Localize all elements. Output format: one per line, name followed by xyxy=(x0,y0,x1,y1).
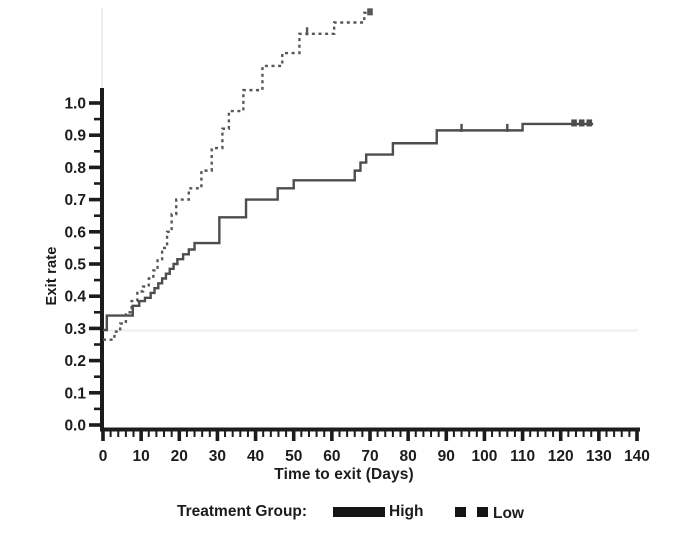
low-censor-marks xyxy=(305,8,373,36)
y-tick-label: 0.8 xyxy=(64,160,86,177)
high-series-line xyxy=(103,122,594,332)
x-tick-label: 60 xyxy=(323,448,340,465)
legend-low-swatch-dash-icon xyxy=(477,507,488,517)
high-censor-marks xyxy=(460,119,593,132)
x-axis-title: Time to exit (Days) xyxy=(274,466,414,483)
y-tick-label: 0.2 xyxy=(64,353,86,370)
x-tick-label: 130 xyxy=(586,448,612,465)
x-tick-label: 50 xyxy=(285,448,302,465)
x-tick-label: 20 xyxy=(171,448,188,465)
legend-low-swatch-dash-icon xyxy=(455,507,466,517)
x-tick-label: 70 xyxy=(361,448,378,465)
x-tick-label: 40 xyxy=(247,448,264,465)
y-tick-label: 0.4 xyxy=(64,289,86,306)
y-tick-label: 0.5 xyxy=(64,257,86,274)
legend-high-swatch-solid-line-icon xyxy=(333,507,385,517)
x-tick-label: 10 xyxy=(133,448,150,465)
x-tick-label: 100 xyxy=(471,448,497,465)
x-tick-label: 90 xyxy=(438,448,455,465)
y-tick-label: 0.1 xyxy=(64,385,86,402)
y-tick-label: 0.9 xyxy=(64,128,86,145)
y-axis-ticks: 0.0 0.1 0.2 0.3 0.4 0.5 0.6 0.7 0.8 0.9 1.0 xyxy=(64,96,102,435)
scan-artifacts xyxy=(101,8,638,332)
y-tick-label: 0.7 xyxy=(64,192,86,209)
x-tick-label: 0 xyxy=(99,448,108,465)
x-tick-label: 140 xyxy=(624,448,650,465)
legend-entry-high: High xyxy=(389,503,424,520)
x-tick-label: 110 xyxy=(510,448,535,465)
y-tick-label: 1.0 xyxy=(64,96,86,113)
y-axis-title: Exit rate xyxy=(44,246,60,306)
y-tick-label: 0.3 xyxy=(64,321,86,338)
legend-title: Treatment Group: xyxy=(177,503,308,520)
legend-entry-low: Low xyxy=(493,505,524,522)
x-axis-ticks: 0 10 20 30 40 50 60 70 80 90 100 110 120 130 140 xyxy=(99,429,650,465)
y-tick-label: 0.6 xyxy=(64,224,86,241)
x-tick-label: 30 xyxy=(209,448,226,465)
x-tick-label: 80 xyxy=(400,448,417,465)
x-tick-label: 120 xyxy=(548,448,574,465)
low-series-line xyxy=(103,11,372,341)
y-tick-label: 0.0 xyxy=(64,418,86,435)
